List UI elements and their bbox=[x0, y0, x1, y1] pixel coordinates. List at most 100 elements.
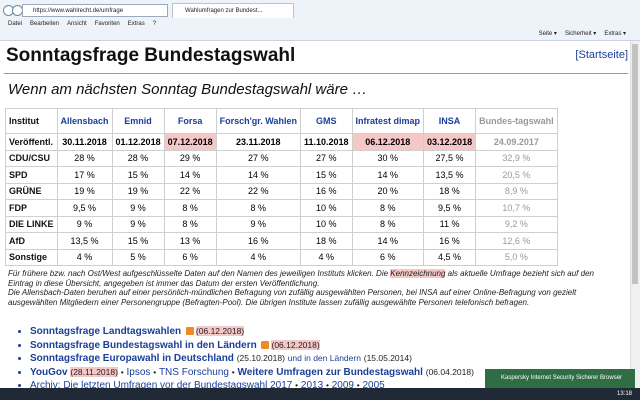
tab[interactable]: Wahlumfragen zur Bundest... bbox=[172, 3, 294, 18]
published-date: 24.09.2017 bbox=[476, 134, 557, 150]
link[interactable]: 2005 bbox=[362, 380, 385, 388]
link[interactable]: 2013 bbox=[300, 380, 324, 388]
link[interactable]: Archiv: Die letzten Umfragen vor der Bun… bbox=[30, 380, 293, 388]
published-date: 11.10.2018 bbox=[300, 134, 352, 150]
taskbar bbox=[0, 388, 640, 400]
link[interactable]: YouGov bbox=[30, 366, 68, 378]
poll-value: 15 % bbox=[112, 167, 164, 183]
poll-value: 10,7 % bbox=[476, 200, 557, 216]
poll-value: 14 % bbox=[352, 167, 424, 183]
tool-button[interactable]: Seite ▾ bbox=[538, 31, 557, 37]
notification[interactable]: Kaspersky Internet Security Sicherer Bro… bbox=[485, 369, 635, 388]
column-header[interactable]: Infratest dimap bbox=[352, 109, 424, 133]
command-bar: Seite ▾ Sicherheit ▾ Extras ▾ bbox=[539, 30, 626, 37]
list-item: Archiv: Die letzten Umfragen vor der Bun… bbox=[30, 379, 474, 388]
poll-value: 29 % bbox=[164, 150, 216, 166]
link[interactable]: Sonntagsfrage Europawahl in Deutschland bbox=[30, 353, 234, 364]
poll-value: 22 % bbox=[164, 183, 216, 199]
menu-item[interactable]: Favoriten bbox=[94, 21, 120, 27]
column-header[interactable]: INSA bbox=[424, 109, 476, 133]
party-row: CDU/CSU 28 % 28 % 29 % 27 % 27 % 30 % 27,5 % 32,… bbox=[6, 150, 557, 166]
poll-value: 6 % bbox=[164, 249, 216, 265]
poll-value: 14 % bbox=[352, 233, 424, 249]
menu-item[interactable]: ? bbox=[152, 21, 157, 27]
note-text: als aktuelle Umfrage bezieht sich auf de… bbox=[8, 269, 594, 288]
footnote: Für frühere bzw. nach Ost/West aufgeschl… bbox=[8, 269, 618, 307]
party-row: Sonstige 4 % 5 % 6 % 4 % 4 % 6 % 4,5 % 5,0 % bbox=[6, 249, 557, 265]
rss-icon[interactable] bbox=[185, 327, 194, 335]
published-date: 06.12.2018 bbox=[352, 134, 424, 150]
published-date: Veröffentl. bbox=[6, 134, 57, 150]
poll-value: 12,6 % bbox=[476, 233, 557, 249]
column-header: Institut bbox=[6, 109, 57, 133]
published-date: 03.12.2018 bbox=[424, 134, 476, 150]
column-header[interactable]: GMS bbox=[300, 109, 352, 133]
poll-value: 28 % bbox=[112, 150, 164, 166]
browser-chrome: https://www.wahlrecht.de/umfrage Wahlumf… bbox=[0, 0, 640, 41]
poll-value: 19 % bbox=[112, 183, 164, 199]
poll-value: 18 % bbox=[424, 183, 476, 199]
poll-value: 8 % bbox=[164, 216, 216, 232]
tool-button[interactable]: Extras ▾ bbox=[604, 31, 626, 37]
link[interactable]: 2009 bbox=[331, 380, 354, 388]
tool-button[interactable]: Sicherheit ▾ bbox=[564, 31, 597, 37]
menu-item[interactable]: Bearbeiten bbox=[30, 21, 60, 27]
party-name: FDP bbox=[6, 200, 57, 216]
address-bar[interactable]: https://www.wahlrecht.de/umfrage bbox=[22, 4, 168, 17]
separator: • bbox=[231, 366, 235, 377]
poll-value: 10 % bbox=[300, 216, 352, 232]
note-text: Für frühere bzw. nach Ost/West aufgeschl… bbox=[8, 269, 389, 278]
party-row: FDP 9,5 % 9 % 8 % 8 % 10 % 8 % 9,5 % 10,7 % bbox=[6, 200, 557, 216]
separator: • bbox=[153, 366, 157, 377]
date: (06.12.2018) bbox=[195, 326, 245, 336]
poll-value: 4,5 % bbox=[424, 249, 476, 265]
link[interactable]: und in den Ländern bbox=[287, 353, 361, 363]
poll-value: 4 % bbox=[216, 249, 300, 265]
poll-value: 9 % bbox=[216, 216, 300, 232]
separator: • bbox=[325, 380, 329, 388]
poll-value: 13,5 % bbox=[57, 233, 112, 249]
menu-item[interactable]: Datei bbox=[8, 21, 23, 27]
link[interactable]: Ipsos bbox=[126, 366, 151, 378]
poll-value: 9,2 % bbox=[476, 216, 557, 232]
note-method: Die Allensbach-Daten beruhen auf einer p… bbox=[8, 288, 577, 307]
link[interactable]: Weitere Umfragen zur Bundestagswahl bbox=[237, 366, 423, 378]
poll-value: 8 % bbox=[352, 200, 424, 216]
published-row: Veröffentl. 30.11.2018 01.12.2018 07.12.201… bbox=[6, 134, 557, 150]
poll-value: 20 % bbox=[352, 183, 424, 199]
poll-value: 8 % bbox=[216, 200, 300, 216]
poll-value: 16 % bbox=[216, 233, 300, 249]
poll-value: 11 % bbox=[424, 216, 476, 232]
list-item: Sonntagsfrage Landtagswahlen (06.12.2018… bbox=[30, 325, 474, 339]
header-row: Institut Allensbach Emnid Forsa Forsch'gr. W… bbox=[6, 109, 557, 133]
link[interactable]: Sonntagsfrage Landtagswahlen bbox=[30, 326, 182, 337]
separator: • bbox=[120, 366, 124, 377]
poll-value: 15 % bbox=[112, 233, 164, 249]
column-header[interactable]: Forsch'gr. Wahlen bbox=[216, 109, 300, 133]
link[interactable]: TNS Forschung bbox=[158, 366, 229, 378]
column-header[interactable]: Emnid bbox=[112, 109, 164, 133]
menu-item[interactable]: Extras bbox=[127, 21, 145, 27]
separator: • bbox=[295, 380, 299, 388]
poll-value: 32,9 % bbox=[476, 150, 557, 166]
published-date: 23.11.2018 bbox=[216, 134, 300, 150]
separator: • bbox=[356, 380, 360, 388]
divider bbox=[4, 73, 628, 74]
home-link[interactable]: [Startseite] bbox=[575, 49, 628, 61]
column-header[interactable]: Forsa bbox=[164, 109, 216, 133]
link-list: Sonntagsfrage Landtagswahlen (06.12.2018… bbox=[16, 325, 474, 388]
column-header[interactable]: Bundes-tagswahl bbox=[476, 109, 557, 133]
poll-value: 15 % bbox=[300, 167, 352, 183]
scroll-thumb[interactable] bbox=[632, 44, 638, 284]
list-item: Sonntagsfrage Europawahl in Deutschland … bbox=[30, 352, 474, 366]
menu-item[interactable]: Ansicht bbox=[67, 21, 87, 27]
poll-value: 14 % bbox=[164, 167, 216, 183]
link[interactable]: Sonntagsfrage Bundestagswahl in den Länd… bbox=[30, 339, 257, 351]
poll-value: 9 % bbox=[112, 200, 164, 216]
column-header[interactable]: Allensbach bbox=[57, 109, 112, 133]
note-marker: Kennzeichnung bbox=[390, 269, 446, 278]
rss-icon[interactable] bbox=[261, 340, 270, 349]
web-page: Sonntagsfrage Bundestagswahl [Startseite… bbox=[0, 41, 630, 388]
